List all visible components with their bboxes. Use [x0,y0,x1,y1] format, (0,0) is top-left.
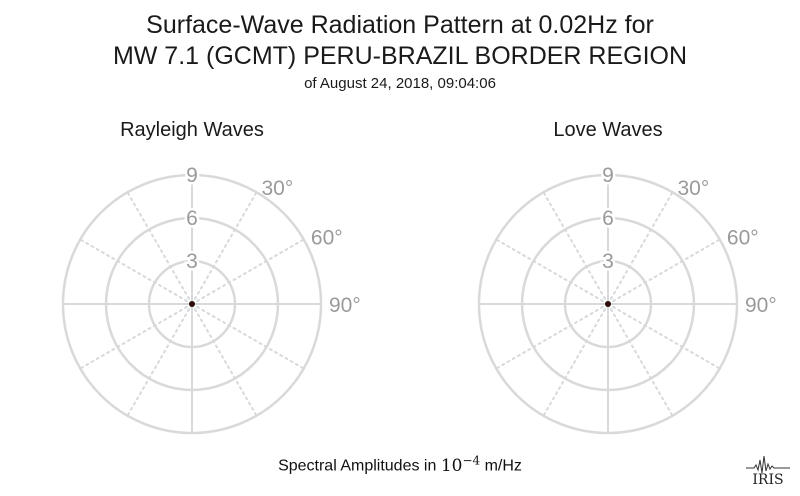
love-angle-tick-90: 90° [745,294,777,317]
chart-title-line-1: Surface-Wave Radiation Pattern at 0.02Hz… [146,11,654,39]
love-spoke-210 [542,303,609,417]
love-spoke-30 [607,191,674,305]
love-radial-tick-3: 3 [602,250,614,273]
rayleigh-ring-3 [147,259,237,349]
love-ring-3 [563,259,653,349]
iris-logo-icon: IRIS [746,455,790,488]
caption-base: 10 [440,455,463,476]
rayleigh-radial-tick-9: 9 [186,164,198,187]
rayleigh-spoke-30 [191,191,258,305]
rayleigh-panel-title: Rayleigh Waves [120,119,264,141]
love-spoke-300 [495,238,609,305]
love-ring-9 [477,173,739,435]
love-spoke-60 [607,238,721,305]
rayleigh-radial-tick-3: 3 [186,250,198,273]
love-radial-tick-6: 6 [602,207,614,230]
chart-title-line-2: MW 7.1 (GCMT) PERU-BRAZIL BORDER REGION [112,42,688,70]
iris-logo-text: IRIS [752,472,783,488]
rayleigh-spoke-120 [191,303,305,370]
love-angle-tick-30: 30° [678,177,710,200]
rayleigh-radial-tick-6: 6 [186,207,198,230]
caption-unit: m/Hz [480,457,522,475]
rayleigh-ring-6 [104,216,280,392]
caption-exponent: −4 [462,453,481,467]
amplitude-unit-caption: Spectral Amplitudes in 10−4 m/Hz [0,453,800,476]
rayleigh-pattern-center-0 [189,301,195,307]
rayleigh-spoke-300 [79,238,193,305]
love-spoke-150 [607,303,674,417]
rayleigh-angle-tick-60: 60° [311,227,343,250]
love-radial-tick-9: 9 [602,164,614,187]
chart-subtitle: of August 24, 2018, 09:04:06 [304,75,496,92]
rayleigh-angle-tick-30: 30° [262,177,294,200]
love-ring-6 [520,216,696,392]
rayleigh-spoke-330 [126,191,193,305]
rayleigh-spoke-210 [126,303,193,417]
rayleigh-spoke-150 [191,303,258,417]
rayleigh-spoke-240 [79,303,193,370]
rayleigh-angle-tick-90: 90° [329,294,361,317]
caption-prefix: Spectral Amplitudes in [278,457,441,475]
love-spoke-330 [542,191,609,305]
rayleigh-ring-9 [61,173,323,435]
love-pattern-center-0 [605,301,611,307]
love-spoke-120 [607,303,721,370]
rayleigh-spoke-60 [191,238,305,305]
love-spoke-240 [495,303,609,370]
love-angle-tick-60: 60° [727,227,759,250]
love-panel-title: Love Waves [553,119,663,141]
